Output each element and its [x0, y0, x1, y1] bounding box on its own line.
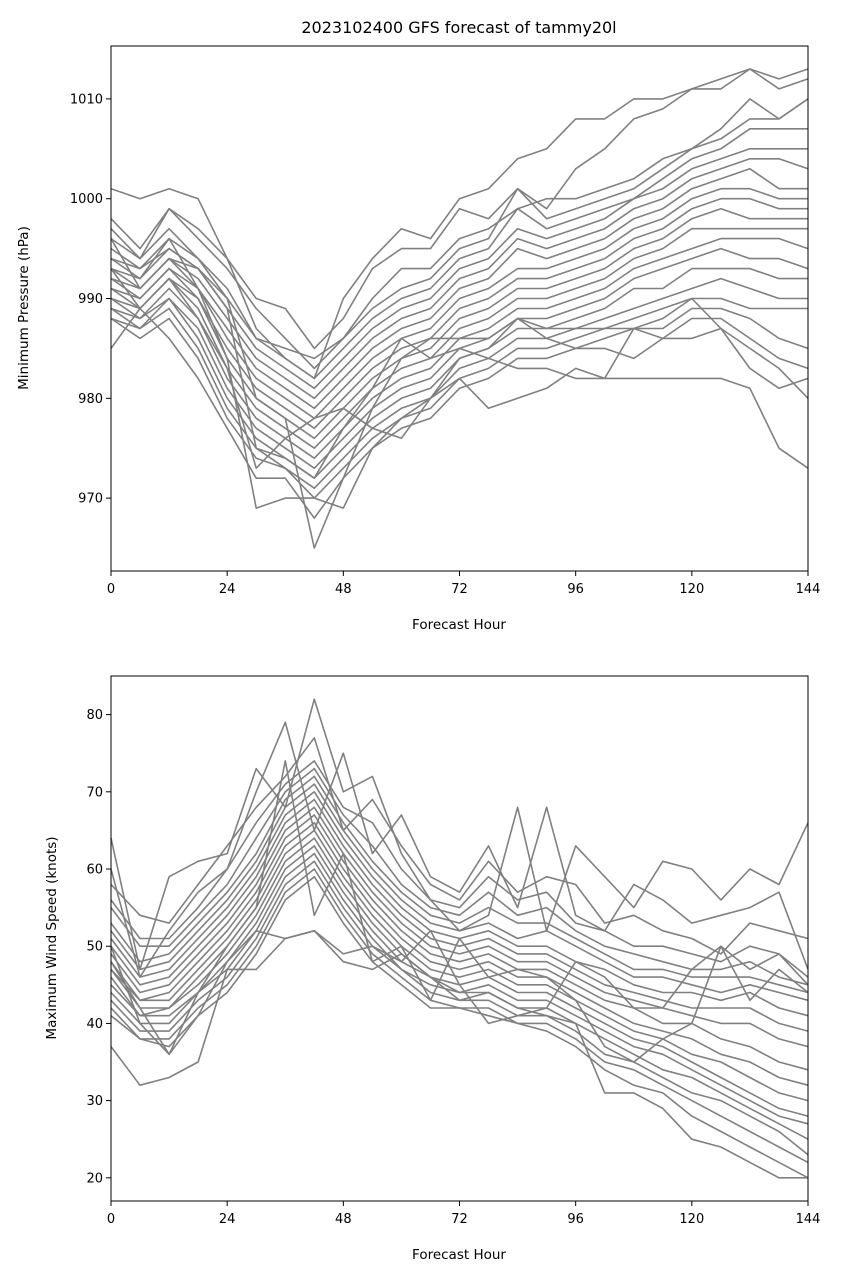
- wind-member-line-21: [110, 760, 809, 1063]
- wind-x-tick-label: 0: [107, 1212, 115, 1227]
- pressure-y-tick-label: 1010: [70, 92, 103, 107]
- wind-member-line-4: [110, 760, 809, 978]
- pressure-member-line-10: [110, 197, 808, 430]
- pressure-member-line-16: [110, 277, 808, 490]
- pressure-x-tick-label: 120: [679, 582, 704, 597]
- pressure-y-axis-label: Minimum Pressure (hPa): [16, 226, 32, 390]
- wind-x-tick-label: 120: [679, 1212, 704, 1227]
- wind-x-axis-label: Forecast Hour: [412, 1247, 506, 1263]
- wind-y-tick-label: 30: [86, 1094, 103, 1109]
- wind-y-tick-label: 70: [86, 785, 103, 800]
- pressure-member-line-18: [110, 307, 809, 519]
- wind-member-line-6: [110, 775, 809, 994]
- wind-y-tick-label: 20: [86, 1171, 103, 1186]
- pressure-member-line-9: [110, 187, 808, 420]
- pressure-y-ticks: 970 980 990 1000 1010: [70, 92, 111, 507]
- pressure-x-tick-label: 144: [796, 582, 821, 597]
- wind-lines: [110, 698, 809, 1179]
- wind-member-line-3: [110, 736, 809, 955]
- pressure-member-line-15: [110, 267, 808, 480]
- pressure-panel: 2023102400 GFS forecast of tammy20l 0 24 4…: [16, 18, 820, 633]
- pressure-x-ticks: 0 24 48 72 96 120 144: [107, 571, 821, 597]
- pressure-member-line-2: [110, 68, 809, 350]
- wind-member-line-20: [110, 929, 808, 1179]
- pressure-x-tick-label: 0: [107, 582, 115, 597]
- pressure-y-tick-label: 990: [78, 292, 103, 307]
- wind-member-line-19: [110, 875, 809, 1179]
- pressure-y-tick-label: 1000: [70, 192, 103, 207]
- wind-y-axis-label: Maximum Wind Speed (knots): [44, 836, 60, 1039]
- wind-member-line-12: [110, 821, 809, 1086]
- wind-x-ticks: 0 24 48 72 96 120 144: [107, 1201, 821, 1227]
- pressure-y-tick-label: 970: [78, 492, 103, 507]
- pressure-member-line-8: [110, 168, 808, 410]
- wind-member-line-9: [110, 798, 809, 1032]
- wind-x-tick-label: 24: [219, 1212, 236, 1227]
- wind-y-tick-label: 60: [86, 863, 103, 878]
- wind-member-line-10: [110, 806, 809, 1048]
- chart-title: 2023102400 GFS forecast of tammy20l: [301, 18, 616, 37]
- wind-member-line-1: [110, 698, 809, 971]
- wind-x-tick-label: 72: [451, 1212, 468, 1227]
- pressure-member-line-21: [110, 238, 809, 480]
- wind-x-tick-label: 96: [567, 1212, 584, 1227]
- wind-y-tick-label: 40: [86, 1017, 103, 1032]
- pressure-member-line-20: [110, 227, 809, 549]
- pressure-y-tick-label: 980: [78, 392, 103, 407]
- wind-y-tick-label: 50: [86, 940, 103, 955]
- pressure-x-axis-label: Forecast Hour: [412, 617, 506, 633]
- wind-y-ticks: 20 30 40 50 60 70 80: [86, 708, 111, 1186]
- pressure-member-line-11: [110, 207, 808, 440]
- pressure-member-line-22: [110, 268, 809, 470]
- pressure-member-line-19: [110, 237, 809, 509]
- wind-x-tick-label: 144: [796, 1212, 821, 1227]
- wind-member-line-7: [110, 783, 809, 1002]
- pressure-member-line-4: [110, 98, 809, 360]
- wind-member-line-22: [110, 929, 809, 1056]
- pressure-x-tick-label: 24: [219, 582, 236, 597]
- wind-y-tick-label: 80: [86, 708, 103, 723]
- wind-member-line-11: [110, 814, 809, 1071]
- pressure-lines: [110, 68, 809, 549]
- pressure-member-line-5: [110, 128, 808, 380]
- pressure-x-tick-label: 96: [567, 582, 584, 597]
- wind-panel: 0 24 48 72 96 120 144 20 30 40 50 60 70 80 Forecast …: [44, 675, 821, 1263]
- pressure-x-tick-label: 72: [451, 582, 468, 597]
- pressure-member-line-7: [110, 158, 809, 400]
- wind-member-line-5: [110, 767, 809, 986]
- wind-x-tick-label: 48: [335, 1212, 352, 1227]
- pressure-x-tick-label: 48: [335, 582, 352, 597]
